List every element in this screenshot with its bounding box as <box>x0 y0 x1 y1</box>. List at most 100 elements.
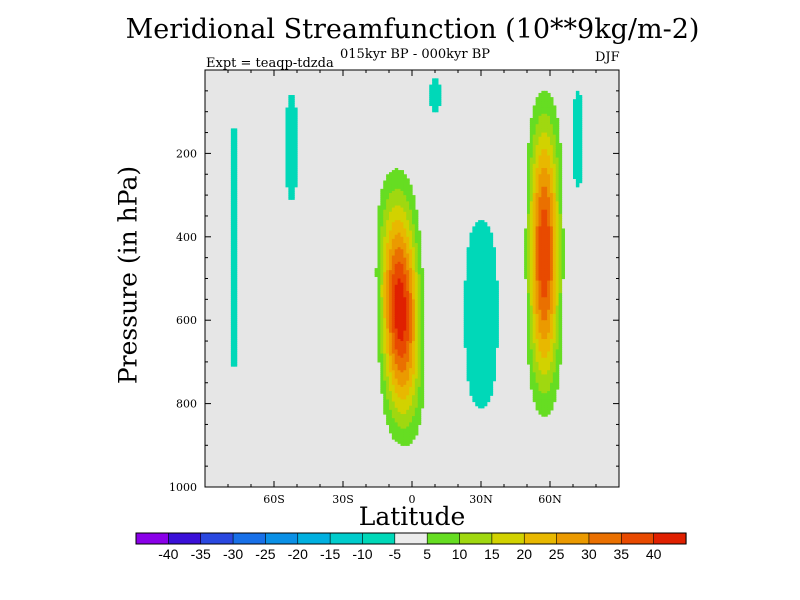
contour-cell <box>495 282 499 286</box>
contour-cell <box>538 120 542 123</box>
contour-cell <box>394 247 399 250</box>
contour-cell <box>417 341 422 344</box>
contour-cell <box>377 236 381 240</box>
contour-cell <box>538 384 542 388</box>
contour-cell <box>386 201 390 205</box>
contour-cell <box>535 309 540 313</box>
contour-cell <box>532 136 537 140</box>
contour-cell <box>552 115 557 119</box>
contour-cell <box>555 153 560 157</box>
contour-cell <box>544 145 548 148</box>
contour-cell <box>389 182 393 186</box>
contour-cell <box>391 276 396 280</box>
contour-cell <box>489 243 494 246</box>
contour-cell <box>285 165 289 169</box>
contour-cell <box>403 220 407 223</box>
contour-cell <box>291 122 295 125</box>
contour-cell <box>552 299 557 303</box>
contour-cell <box>412 268 416 271</box>
contour-cell <box>541 268 545 271</box>
contour-cell <box>547 270 551 273</box>
contour-cell <box>391 301 396 305</box>
contour-cell <box>394 274 399 278</box>
contour-cell <box>389 299 393 303</box>
contour-cell <box>552 211 557 215</box>
contour-cell <box>489 328 494 332</box>
contour-cell <box>472 361 476 365</box>
contour-cell <box>377 336 381 340</box>
contour-cell <box>475 309 479 313</box>
contour-cell <box>230 145 235 148</box>
contour-cell <box>541 286 545 290</box>
contour-cell <box>527 199 531 202</box>
contour-cell <box>291 117 295 121</box>
contour-cell <box>544 207 548 211</box>
contour-cell <box>466 326 471 330</box>
contour-cell <box>575 168 580 171</box>
contour-cell <box>417 230 422 234</box>
contour-cell <box>383 284 387 288</box>
contour-cell <box>552 272 557 275</box>
contour-cell <box>233 153 238 157</box>
contour-cell <box>492 253 496 257</box>
contour-cell <box>383 411 387 415</box>
contour-cell <box>573 168 577 171</box>
contour-cell <box>544 178 548 182</box>
contour-cell <box>547 251 551 255</box>
contour-cell <box>403 303 407 307</box>
contour-cell <box>544 326 548 330</box>
contour-cell <box>547 386 551 390</box>
contour-cell <box>466 349 471 353</box>
contour-cell <box>573 124 577 127</box>
contour-cell <box>469 338 473 342</box>
contour-cell <box>555 261 560 265</box>
contour-cell <box>406 345 410 348</box>
contour-cell <box>377 284 381 288</box>
contour-cell <box>527 299 531 303</box>
contour-cell <box>558 291 563 294</box>
contour-cell <box>380 320 384 323</box>
contour-cell <box>558 207 563 211</box>
contour-cell <box>532 124 537 127</box>
contour-cell <box>555 163 560 167</box>
contour-cell <box>285 140 289 144</box>
contour-cell <box>541 297 545 300</box>
contour-cell <box>481 386 485 390</box>
contour-cell <box>573 165 577 169</box>
contour-cell <box>495 311 499 315</box>
contour-cell <box>391 278 396 282</box>
contour-cell <box>406 311 410 315</box>
contour-cell <box>550 97 554 100</box>
contour-cell <box>483 341 488 344</box>
contour-cell <box>397 318 402 321</box>
contour-cell <box>386 357 390 361</box>
contour-cell <box>397 366 402 369</box>
contour-cell <box>483 303 488 307</box>
contour-cell <box>386 405 390 409</box>
contour-cell <box>552 163 557 167</box>
contour-cell <box>397 334 402 338</box>
contour-cell <box>403 316 407 319</box>
contour-cell <box>412 420 416 423</box>
contour-cell <box>469 297 473 300</box>
contour-cell <box>403 409 407 413</box>
contour-cell <box>406 395 410 398</box>
contour-cell <box>391 351 396 355</box>
contour-cell <box>532 357 537 361</box>
contour-cell <box>380 305 384 309</box>
contour-cell <box>541 159 545 163</box>
contour-cell <box>575 90 580 94</box>
contour-cell <box>406 316 410 319</box>
contour-cell <box>532 345 537 348</box>
contour-cell <box>481 328 485 332</box>
contour-cell <box>535 384 540 388</box>
contour-cell <box>394 428 399 432</box>
contour-cell <box>550 163 554 167</box>
contour-cell <box>435 105 439 109</box>
contour-cell <box>486 353 491 357</box>
contour-cell <box>547 184 551 188</box>
contour-cell <box>406 291 410 294</box>
contour-cell <box>466 257 471 261</box>
contour-cell <box>529 211 534 215</box>
contour-cell <box>409 343 413 346</box>
